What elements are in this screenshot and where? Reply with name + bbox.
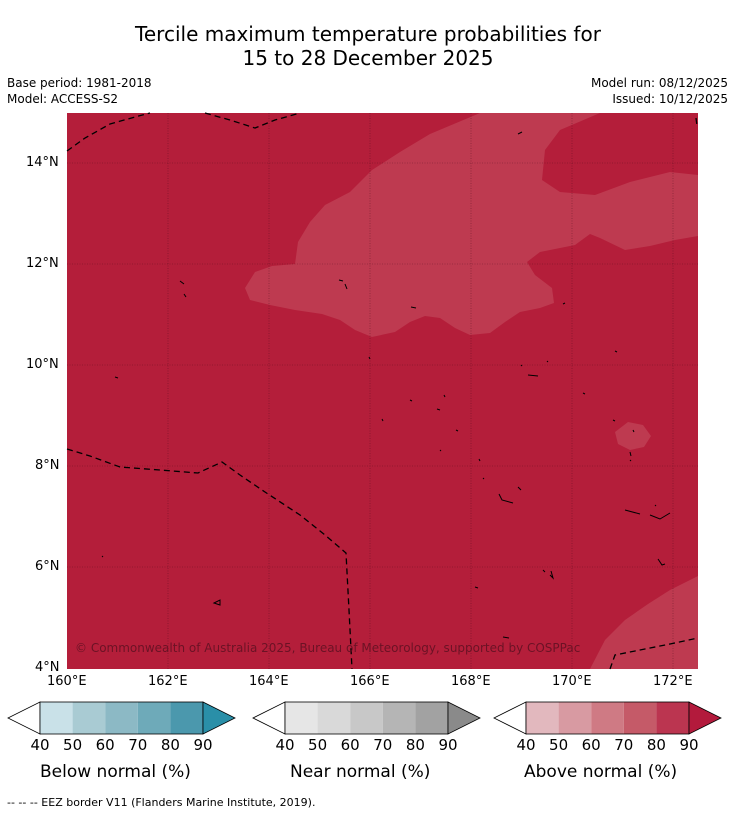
lat-label-12n: 12°N [26, 256, 59, 271]
lower-right-70-80-region [590, 576, 698, 669]
above-normal-colorbar-high-tip [688, 701, 722, 735]
near-normal-colorbar-segment [415, 702, 448, 734]
above-normal-tick-label: 80 [646, 736, 666, 754]
lat-label-4n: 4°N [35, 660, 60, 675]
below-normal-colorbar-segment [170, 702, 203, 734]
lon-label-160e: 160°E [47, 674, 87, 689]
copyright-notice: © Commonwealth of Australia 2025, Bureau… [75, 641, 581, 655]
eez-footer-note: -- -- -- EEZ border V11 (Flanders Marine… [7, 796, 316, 809]
islands [101, 131, 671, 639]
lon-label-170e: 170°E [552, 674, 592, 689]
below-normal-colorbar-high-tip [202, 701, 236, 735]
near-normal-colorbar-segment [285, 702, 318, 734]
near-normal-tick-label: 70 [373, 736, 393, 754]
lon-label-172e: 172°E [653, 674, 693, 689]
below-normal-tick-label: 90 [193, 736, 213, 754]
lat-label-14n: 14°N [26, 155, 59, 170]
above-normal-tick-label: 90 [679, 736, 699, 754]
lon-label-164e: 164°E [249, 674, 289, 689]
above-normal-colorbar-segment [623, 702, 657, 734]
meta-right: Model run: 08/12/2025 Issued: 10/12/2025 [591, 75, 728, 107]
lon-label-168e: 168°E [451, 674, 491, 689]
near-normal-colorbar-segment [350, 702, 383, 734]
meta-left: Base period: 1981-2018 Model: ACCESS-S2 [7, 75, 152, 107]
below-normal-colorbar-segment [72, 702, 106, 734]
near-normal-colorbar-segment [382, 702, 416, 734]
above-normal-tick-label: 40 [516, 736, 536, 754]
title-line-1: Tercile maximum temperature probabilitie… [135, 22, 601, 46]
near-normal-tick-label: 40 [275, 736, 295, 754]
below-normal-colorbar-segment [137, 702, 171, 734]
below-normal-tick-label: 60 [95, 736, 115, 754]
legend-group [7, 701, 722, 735]
above-normal-colorbar-segment [558, 702, 592, 734]
below-normal-label: Below normal (%) [40, 762, 191, 782]
near-normal-colorbar-high-tip [447, 701, 481, 735]
above-normal-colorbar-segment [656, 702, 689, 734]
below-normal-colorbar-segment [40, 702, 73, 734]
above-normal-tick-label: 60 [581, 736, 601, 754]
above-normal-colorbar-low-tip [493, 701, 527, 735]
model-name: Model: ACCESS-S2 [7, 92, 119, 106]
above-normal-colorbar-segment [591, 702, 624, 734]
above-normal-tick-label: 70 [614, 736, 634, 754]
model-run: Model run: 08/12/2025 [590, 76, 728, 90]
title-line-2: 15 to 28 December 2025 [242, 46, 494, 70]
graticule [67, 113, 698, 669]
chart-title: Tercile maximum temperature probabilitie… [0, 22, 736, 70]
below-normal-colorbar-segment [105, 702, 138, 734]
lon-label-166e: 166°E [350, 674, 390, 689]
lat-label-6n: 6°N [35, 559, 60, 574]
issued-date: Issued: 10/12/2025 [612, 92, 728, 106]
below-normal-tick-label: 40 [30, 736, 50, 754]
below-normal-colorbar-low-tip [7, 701, 41, 735]
near-normal-tick-label: 90 [438, 736, 458, 754]
base-period: Base period: 1981-2018 [7, 76, 152, 90]
below-normal-tick-label: 70 [128, 736, 148, 754]
above-normal-tick-label: 50 [549, 736, 569, 754]
near-normal-tick-label: 50 [308, 736, 328, 754]
above-normal-label: Above normal (%) [524, 762, 678, 782]
lon-label-162e: 162°E [148, 674, 188, 689]
below-normal-tick-label: 80 [160, 736, 180, 754]
map-panel [66, 112, 699, 670]
near-normal-colorbar-low-tip [252, 701, 286, 735]
above-normal-70-80-region [245, 113, 698, 337]
near-normal-colorbar-segment [317, 702, 351, 734]
eez-borders [66, 112, 699, 670]
above-normal-colorbar-segment [526, 702, 559, 734]
lat-label-10n: 10°N [26, 357, 59, 372]
near-normal-label: Near normal (%) [290, 762, 431, 782]
lat-label-8n: 8°N [35, 458, 60, 473]
small-70-80-patch [615, 422, 651, 450]
near-normal-tick-label: 60 [340, 736, 360, 754]
below-normal-tick-label: 50 [63, 736, 83, 754]
near-normal-tick-label: 80 [405, 736, 425, 754]
